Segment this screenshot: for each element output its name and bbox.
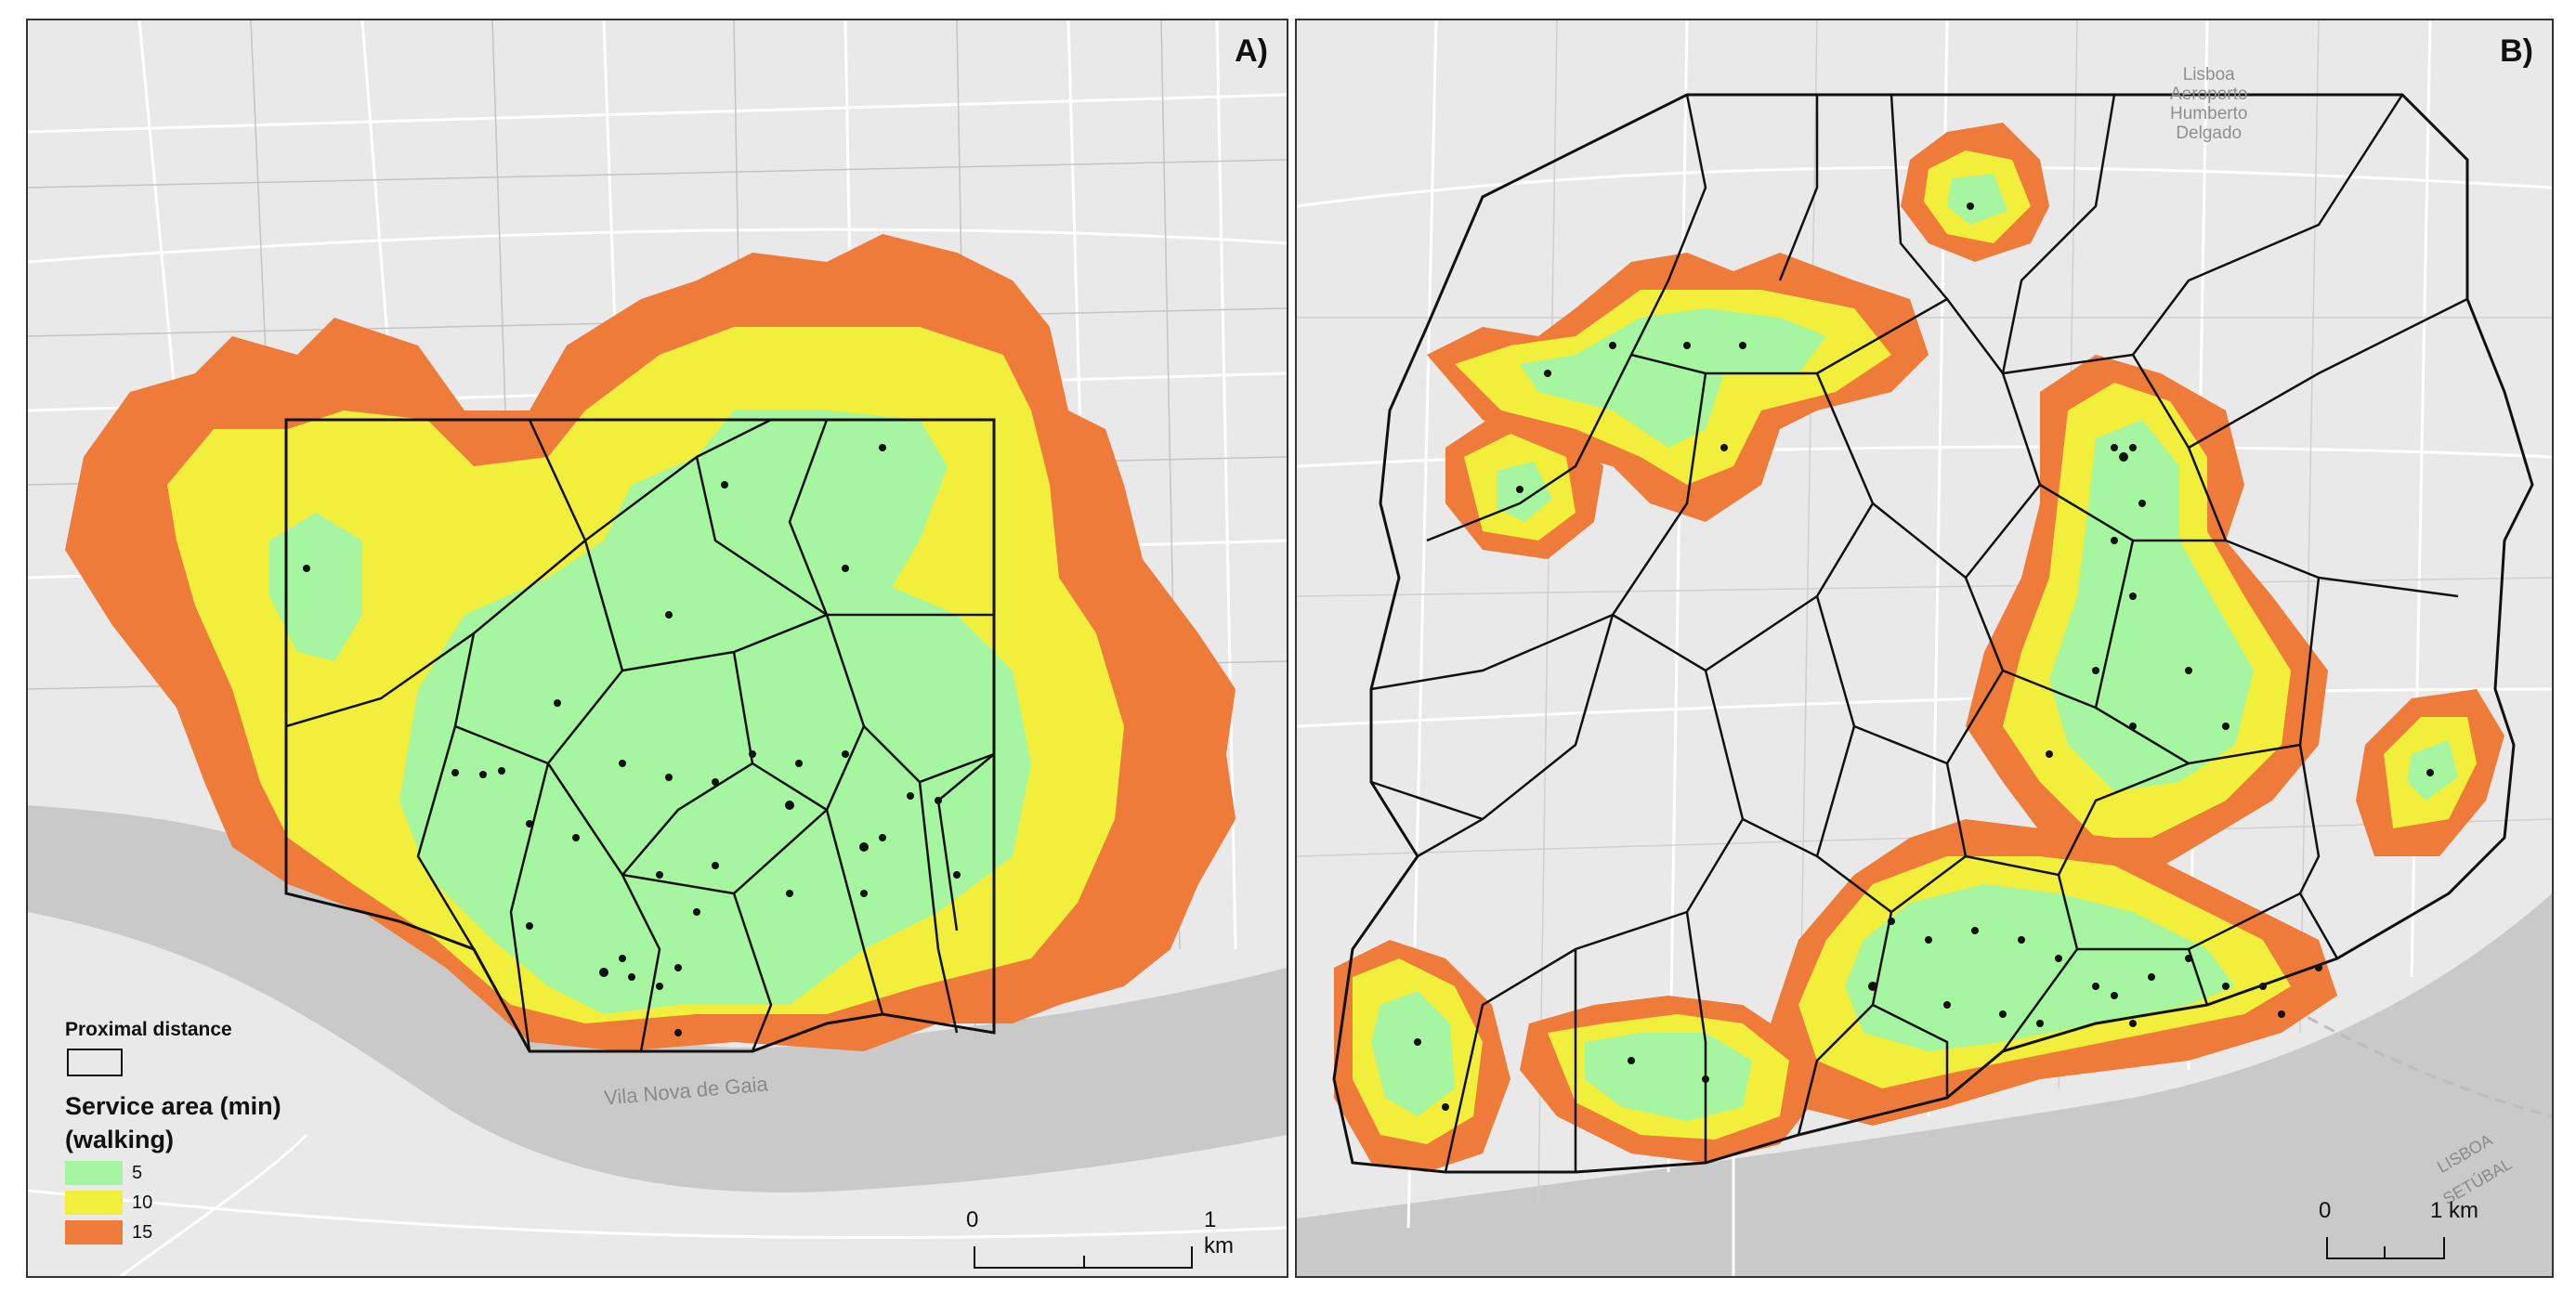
legend-service-title: Service area (min) — [65, 1092, 281, 1120]
station-points-b — [1414, 202, 2434, 1111]
scalebar-b-mid-tick — [2384, 1246, 2386, 1259]
legend-label-10: 10 — [132, 1192, 153, 1213]
panel-label-b: B) — [2500, 33, 2533, 69]
map-b-canvas — [1297, 20, 2552, 1276]
legend-swatch-10 — [65, 1191, 123, 1215]
place-label-airport: Lisboa Aeroporto Humberto Delgado — [2170, 65, 2248, 143]
legend-swatch-15 — [65, 1220, 123, 1244]
scalebar-a-start: 0 — [966, 1207, 979, 1232]
legend-label-5: 5 — [132, 1162, 143, 1183]
scalebar-b: 0 1 km — [2319, 1198, 2549, 1263]
panel-label-a: A) — [1235, 33, 1268, 69]
legend-swatch-5 — [65, 1161, 123, 1185]
legend-item-5: 5 — [65, 1160, 372, 1186]
legend-item-10: 10 — [65, 1190, 372, 1216]
proximal-boundary-b — [1332, 93, 2534, 1174]
service-areas-b — [1334, 123, 2504, 1172]
scalebar-b-line — [2326, 1237, 2445, 1259]
map-legend: Proximal distance Service area (min) (wa… — [65, 1019, 372, 1245]
legend-boundary-swatch — [67, 1049, 123, 1076]
voronoi-cells-b — [1370, 94, 2468, 1173]
scalebar-a-mid-tick — [1083, 1256, 1085, 1269]
map-a-canvas — [28, 20, 1287, 1276]
scalebar-a: 0 1 km — [966, 1207, 1234, 1272]
map-panel-b[interactable]: B) Lisboa Aeroporto Humberto Delgado LIS… — [1295, 19, 2554, 1278]
scalebar-b-start: 0 — [2319, 1198, 2332, 1223]
legend-boundary-title: Proximal distance — [65, 1019, 232, 1040]
scalebar-a-end: 1 km — [1204, 1207, 1234, 1258]
river-tagus — [1297, 893, 2552, 1276]
legend-label-15: 15 — [132, 1221, 153, 1243]
scalebar-b-end: 1 km — [2430, 1198, 2479, 1223]
legend-service-subtitle: (walking) — [65, 1126, 175, 1153]
map-panel-a[interactable]: A) Vila Nova de Gaia Proximal distance S… — [26, 19, 1288, 1278]
legend-item-15: 15 — [65, 1219, 372, 1245]
station-points-a — [303, 444, 961, 1036]
